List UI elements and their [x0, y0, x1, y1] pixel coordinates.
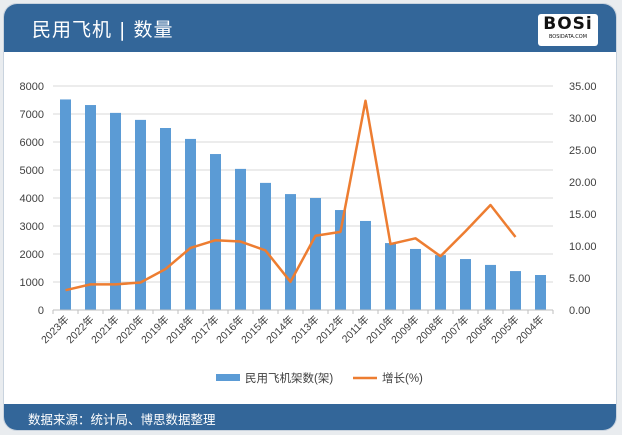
y-right-tick: 15.00	[569, 209, 597, 221]
y-left-tick: 7000	[20, 109, 44, 121]
bar	[310, 198, 321, 310]
y-left-tick: 2000	[20, 249, 44, 261]
bar	[485, 264, 496, 310]
y-right-tick: 0.00	[569, 305, 590, 317]
x-category-label: 2012年	[313, 313, 346, 346]
header-bar: 民用飞机 | 数量 BOSi BOSIDATA.COM	[4, 4, 616, 52]
bar	[385, 243, 396, 310]
chart-card: 民用飞机 | 数量 BOSi BOSIDATA.COM 0 1000 2000 300…	[3, 3, 617, 431]
bar	[185, 138, 196, 310]
y-left-tick: 1000	[20, 277, 44, 289]
y-right-tick: 5.00	[569, 273, 590, 285]
bar	[60, 99, 71, 310]
logo-subtext: BOSIDATA.COM	[548, 34, 588, 40]
bosi-logo: BOSi BOSIDATA.COM	[538, 14, 598, 46]
bar	[410, 248, 421, 310]
y-left-tick: 3000	[20, 221, 44, 233]
bar	[360, 220, 371, 310]
bar	[510, 271, 521, 310]
y-left-tick: 4000	[20, 193, 44, 205]
bar	[335, 210, 346, 310]
bar	[235, 168, 246, 310]
y-right-tick: 35.00	[569, 81, 597, 93]
bar	[260, 182, 271, 310]
legend-line-label: 增长(%)	[382, 371, 423, 385]
bar	[110, 112, 121, 310]
legend-bar-swatch	[216, 374, 240, 381]
y-right-tick: 30.00	[569, 113, 597, 125]
y-right-tick: 25.00	[569, 145, 597, 157]
page-title: 民用飞机 | 数量	[32, 19, 174, 41]
bar	[85, 105, 96, 310]
bar	[460, 259, 471, 310]
y-left-tick: 8000	[20, 81, 44, 93]
data-source: 数据来源：统计局、博思数据整理	[28, 412, 216, 427]
legend-bar-label: 民用飞机架数(架)	[245, 371, 333, 385]
y-left-tick: 6000	[20, 137, 44, 149]
bar	[285, 194, 296, 310]
growth-line	[65, 99, 517, 292]
bar	[210, 154, 221, 310]
bar	[135, 119, 146, 310]
logo-text: BOSi	[543, 14, 593, 34]
y-left-tick: 5000	[20, 165, 44, 177]
y-right-tick: 20.00	[569, 177, 597, 189]
y-left-tick: 0	[38, 305, 44, 317]
bar	[535, 275, 546, 310]
bar	[160, 128, 171, 310]
combo-chart: 0 1000 2000 3000 4000 5000 6000 7000 8000 0.00 5.0…	[20, 81, 597, 385]
bar	[435, 255, 446, 310]
y-right-tick: 10.00	[569, 241, 597, 253]
x-category-label: 2004年	[513, 313, 546, 346]
footer-bar: 数据来源：统计局、博思数据整理	[4, 404, 616, 430]
